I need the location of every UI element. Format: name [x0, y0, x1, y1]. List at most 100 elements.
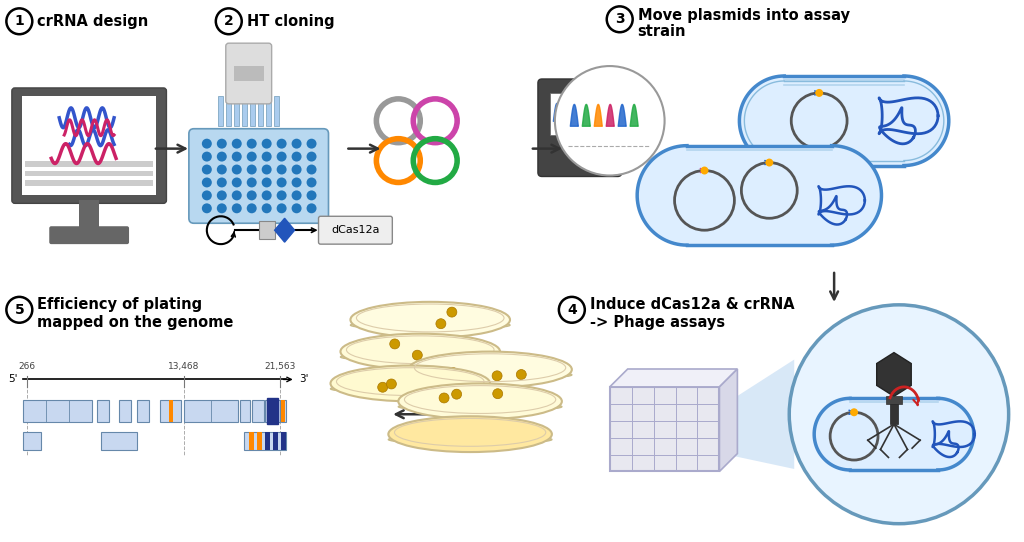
Text: strain: strain [638, 24, 686, 38]
Circle shape [306, 139, 316, 149]
Bar [97, 401, 110, 422]
Bar [784, 76, 904, 165]
Circle shape [217, 177, 226, 188]
Bar [24, 401, 92, 422]
Circle shape [292, 203, 302, 214]
Circle shape [306, 165, 316, 175]
Circle shape [461, 429, 468, 437]
Circle shape [412, 437, 420, 445]
Circle shape [458, 432, 466, 440]
Circle shape [814, 398, 886, 470]
Circle shape [231, 177, 242, 188]
Circle shape [436, 319, 445, 328]
Text: 5: 5 [14, 303, 25, 317]
Text: 3': 3' [300, 375, 309, 384]
Circle shape [859, 76, 949, 165]
Circle shape [452, 434, 460, 442]
Circle shape [306, 190, 316, 201]
Circle shape [262, 203, 271, 214]
Text: 4: 4 [567, 303, 577, 317]
Polygon shape [877, 353, 911, 396]
Ellipse shape [409, 370, 571, 379]
Polygon shape [609, 369, 737, 387]
Circle shape [202, 139, 212, 149]
Circle shape [555, 66, 665, 176]
FancyBboxPatch shape [318, 216, 392, 244]
Ellipse shape [388, 416, 552, 452]
Circle shape [217, 203, 226, 214]
Circle shape [217, 152, 226, 162]
Circle shape [416, 426, 424, 434]
Ellipse shape [331, 365, 490, 401]
Circle shape [493, 389, 503, 399]
Bar [890, 404, 898, 424]
Text: Induce dCas12a & crRNA: Induce dCas12a & crRNA [590, 298, 795, 312]
Bar [281, 432, 286, 450]
Polygon shape [724, 359, 795, 469]
Text: 1: 1 [14, 14, 25, 28]
Bar [161, 401, 180, 422]
Circle shape [902, 398, 974, 470]
Bar [100, 432, 136, 450]
Bar [258, 96, 263, 126]
Text: HT cloning: HT cloning [247, 14, 335, 29]
Bar [226, 96, 231, 126]
Bar [22, 96, 157, 195]
Circle shape [247, 177, 257, 188]
FancyBboxPatch shape [49, 226, 129, 244]
Bar [257, 432, 262, 450]
Bar [265, 401, 280, 422]
Text: 21,563: 21,563 [265, 363, 296, 371]
Circle shape [474, 427, 482, 435]
Bar [784, 81, 904, 160]
Bar [250, 96, 255, 126]
Bar [25, 160, 154, 166]
Circle shape [456, 422, 464, 430]
Circle shape [217, 165, 226, 175]
Bar [184, 401, 238, 422]
Bar [218, 96, 223, 126]
Text: 13,468: 13,468 [168, 363, 200, 371]
Text: 2: 2 [224, 14, 233, 28]
Bar [272, 432, 278, 450]
Circle shape [276, 203, 287, 214]
Circle shape [479, 436, 487, 444]
Circle shape [292, 177, 302, 188]
Circle shape [202, 203, 212, 214]
Bar [169, 401, 173, 422]
Bar [609, 387, 720, 472]
Text: 3: 3 [614, 12, 625, 27]
Circle shape [413, 350, 422, 360]
Circle shape [414, 431, 422, 440]
Circle shape [262, 165, 271, 175]
Circle shape [493, 422, 501, 430]
Circle shape [306, 152, 316, 162]
Circle shape [781, 146, 882, 245]
Text: 5': 5' [8, 375, 17, 384]
Circle shape [231, 152, 242, 162]
Circle shape [247, 152, 257, 162]
Ellipse shape [398, 402, 562, 411]
Text: -> Phage assays: -> Phage assays [590, 315, 725, 330]
Circle shape [433, 424, 441, 432]
Circle shape [202, 165, 212, 175]
Circle shape [202, 152, 212, 162]
Circle shape [306, 177, 316, 188]
Circle shape [739, 76, 829, 165]
Bar [243, 96, 247, 126]
Circle shape [276, 177, 287, 188]
Circle shape [413, 428, 421, 436]
Bar [119, 401, 131, 422]
Circle shape [390, 339, 399, 349]
Circle shape [439, 429, 446, 437]
Circle shape [414, 422, 421, 430]
Ellipse shape [340, 334, 500, 370]
Circle shape [247, 139, 257, 149]
Circle shape [452, 389, 462, 399]
Circle shape [217, 139, 226, 149]
Circle shape [790, 305, 1009, 524]
Bar [244, 432, 286, 450]
Circle shape [458, 424, 466, 433]
Circle shape [472, 435, 479, 442]
Circle shape [493, 426, 501, 434]
